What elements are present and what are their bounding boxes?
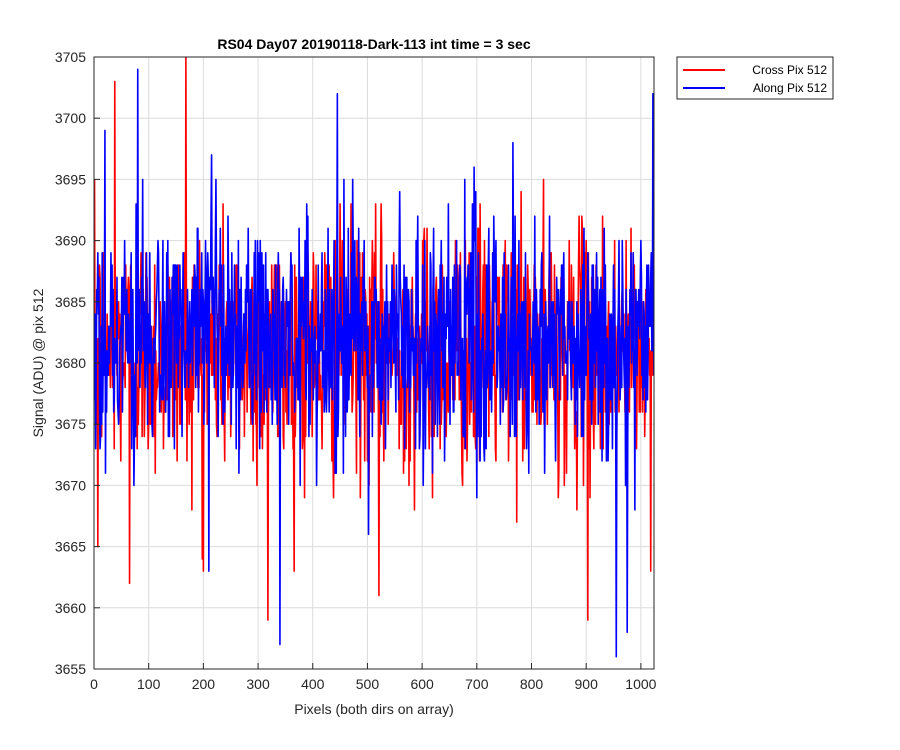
series-layer [94, 57, 654, 658]
legend-box [676, 56, 834, 100]
chart-title: RS04 Day07 20190118-Dark-113 int time = … [217, 36, 530, 52]
legend: Cross Pix 512 Along Pix 512 [676, 56, 834, 100]
y-tick-label: 3670 [55, 477, 86, 493]
series-line-1 [94, 68, 654, 658]
y-tick-label: 3675 [55, 416, 86, 432]
y-axis-label: Signal (ADU) @ pix 512 [30, 288, 46, 437]
y-tick-label: 3705 [55, 49, 86, 65]
x-axis-label: Pixels (both dirs on array) [294, 701, 454, 717]
y-tick-label: 3700 [55, 110, 86, 126]
y-tick-label: 3655 [55, 661, 86, 677]
legend-label-cross: Cross Pix 512 [752, 63, 827, 77]
y-axis-ticks: 3655 3660 3665 3670 3675 3680 3685 3690 3695 3700… [55, 49, 100, 677]
y-tick-label: 3680 [55, 355, 86, 371]
x-tick-label: 800 [520, 676, 544, 692]
x-tick-label: 0 [90, 676, 98, 692]
legend-label-along: Along Pix 512 [753, 81, 827, 95]
x-tick-label: 900 [575, 676, 599, 692]
x-tick-label: 200 [192, 676, 216, 692]
x-tick-label: 400 [301, 676, 325, 692]
y-tick-label: 3665 [55, 539, 86, 555]
x-tick-label: 600 [410, 676, 434, 692]
y-tick-label: 3690 [55, 233, 86, 249]
y-tick-label: 3695 [55, 171, 86, 187]
x-tick-label: 500 [356, 676, 380, 692]
x-tick-label: 1000 [625, 676, 656, 692]
x-axis-ticks: 0 100 200 300 400 500 600 700 800 900 1000 [90, 663, 657, 692]
y-tick-label: 3685 [55, 294, 86, 310]
y-tick-label: 3660 [55, 600, 86, 616]
x-tick-label: 300 [246, 676, 270, 692]
x-tick-label: 100 [137, 676, 161, 692]
x-tick-label: 700 [465, 676, 489, 692]
